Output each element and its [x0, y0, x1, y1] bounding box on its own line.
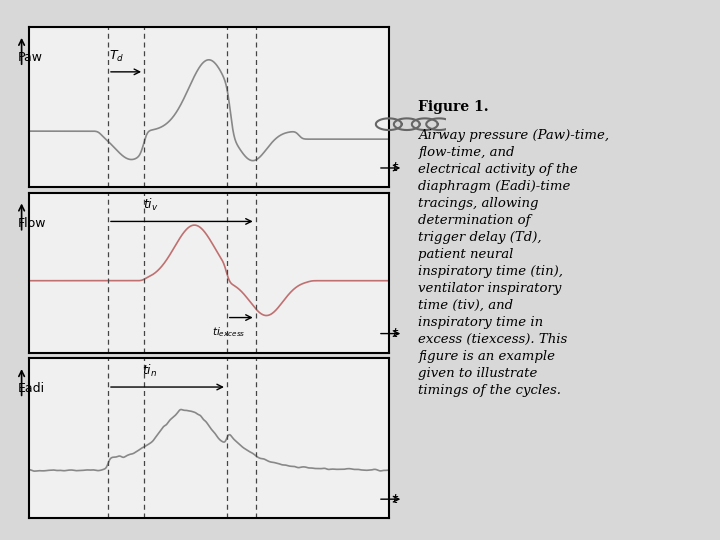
- Text: Eadi: Eadi: [18, 382, 45, 395]
- Text: $ti_{excess}$: $ti_{excess}$: [212, 326, 246, 339]
- Text: $ti_n$: $ti_n$: [142, 363, 157, 379]
- Text: Flow: Flow: [18, 217, 47, 230]
- Text: Paw: Paw: [18, 51, 43, 64]
- Text: $ti_v$: $ti_v$: [143, 197, 159, 213]
- Text: t: t: [392, 161, 397, 174]
- Text: t: t: [392, 492, 397, 505]
- Text: $T_d$: $T_d$: [109, 49, 125, 64]
- Text: t: t: [392, 327, 397, 340]
- Text: Figure 1.: Figure 1.: [418, 100, 489, 114]
- Text: Airway pressure (Paw)-time,
flow-time, and
electrical activity of the
diaphragm : Airway pressure (Paw)-time, flow-time, a…: [418, 129, 609, 397]
